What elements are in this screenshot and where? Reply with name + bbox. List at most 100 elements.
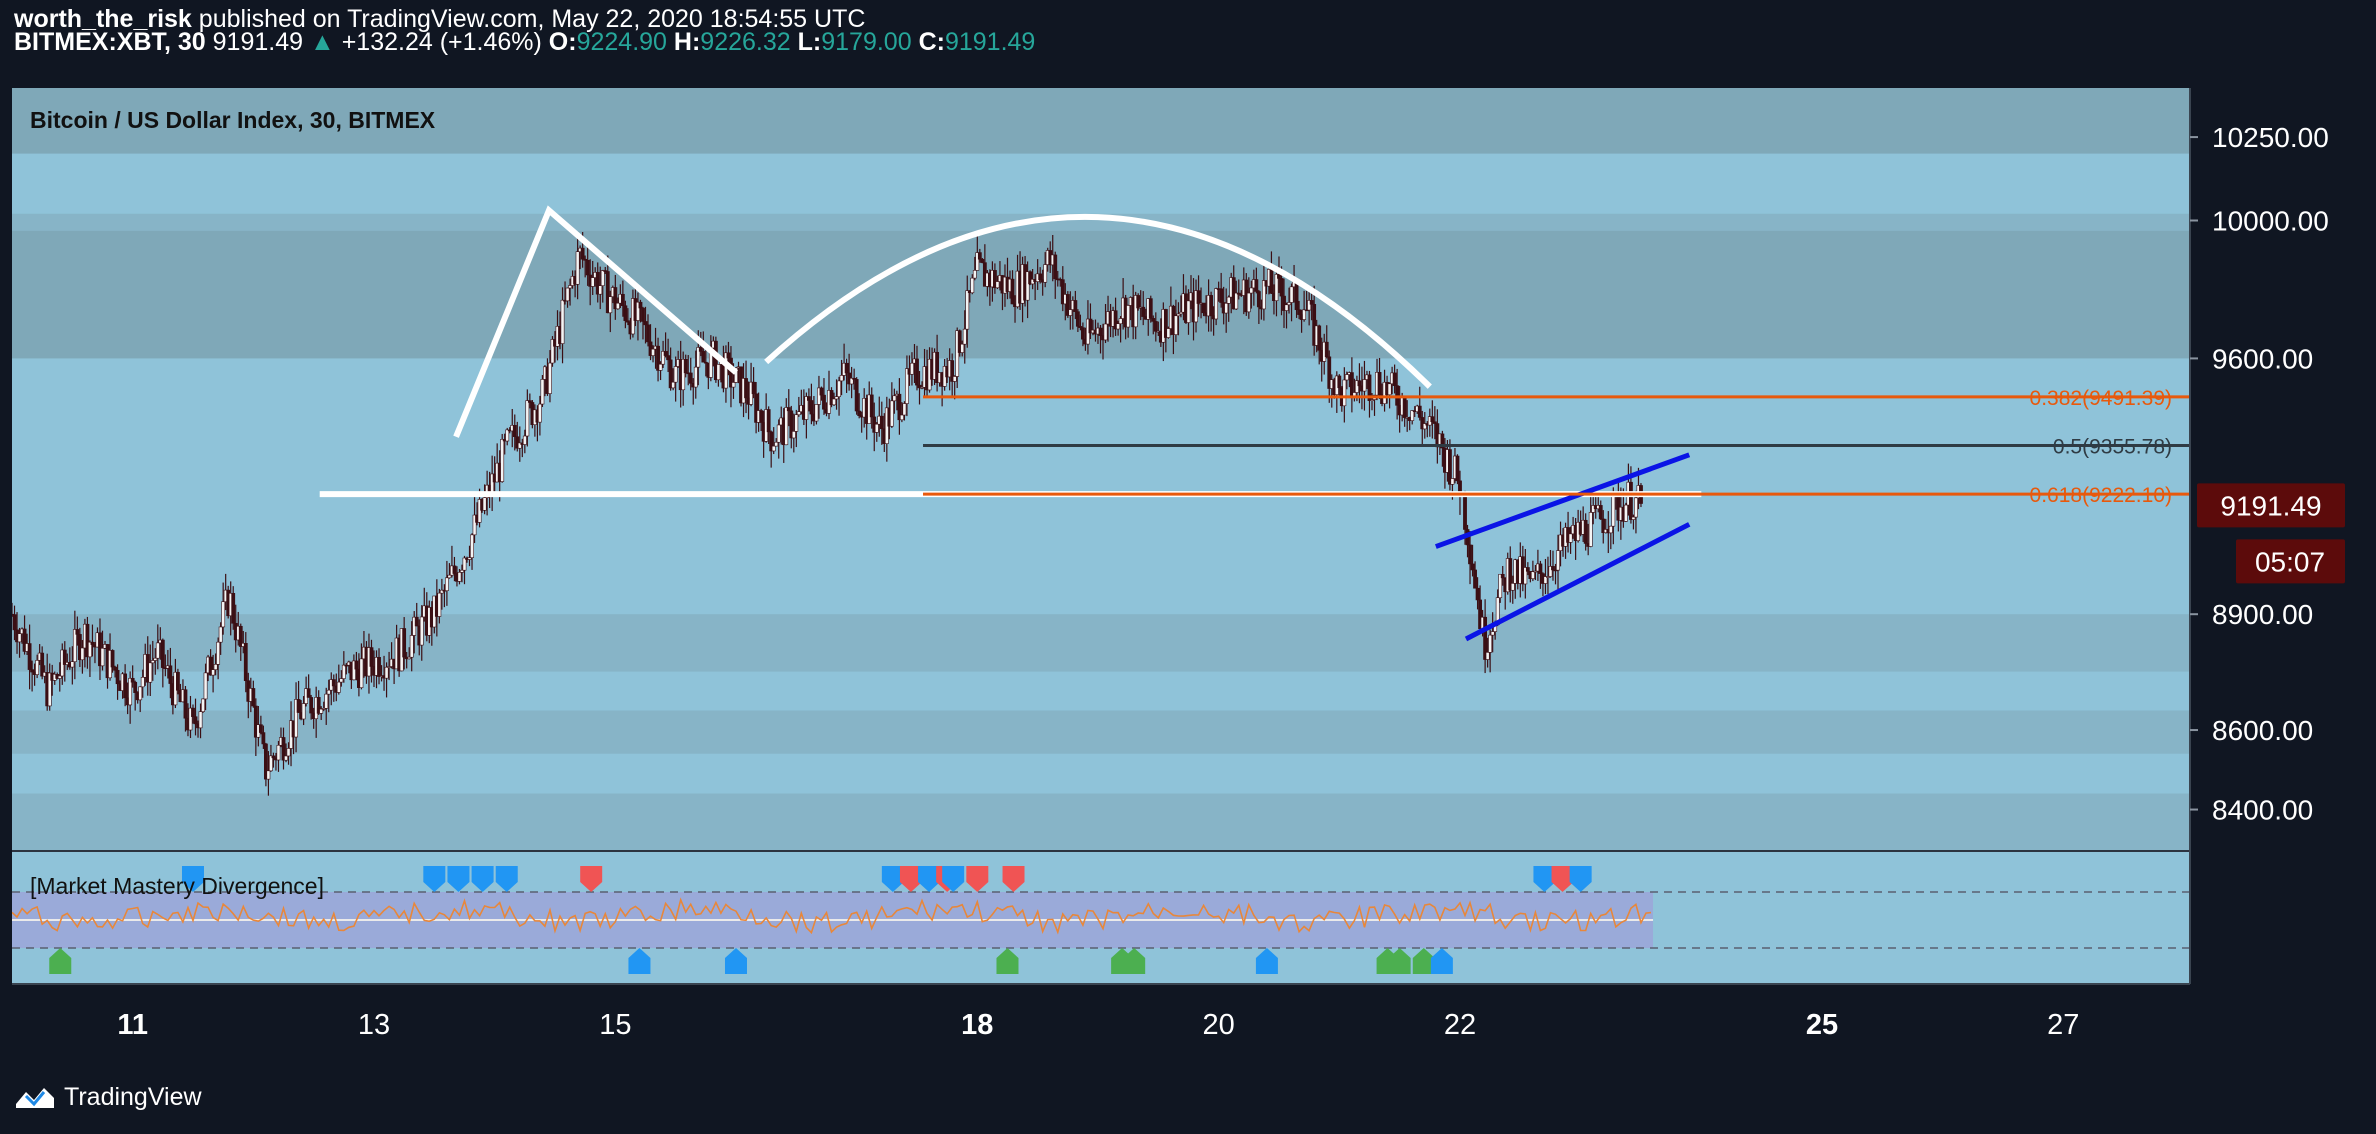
candle-body <box>754 393 758 423</box>
tradingview-icon <box>16 1088 54 1108</box>
candle-body <box>150 660 155 664</box>
candle-body <box>595 272 600 295</box>
candle-body <box>819 387 824 396</box>
candle-body <box>605 271 610 314</box>
candle-body <box>1065 294 1070 316</box>
x-tick-label: 15 <box>599 1009 631 1041</box>
candle-body <box>698 347 703 352</box>
candle-body <box>505 429 510 442</box>
price-band <box>12 88 2190 154</box>
candle-body <box>477 499 482 523</box>
candle-body <box>1598 505 1603 520</box>
candle-body <box>354 660 359 670</box>
candle-body <box>796 411 801 416</box>
rounded-top-curve[interactable] <box>764 213 1432 389</box>
candle-body <box>548 362 552 394</box>
blue-marker <box>471 866 494 892</box>
candle-body <box>580 247 585 260</box>
candle-body <box>1402 397 1407 418</box>
fib-level-label: 0.5(9355.78) <box>2053 435 2172 458</box>
candle-body <box>673 366 678 383</box>
candle-body <box>568 285 572 289</box>
candle-body <box>321 708 326 710</box>
candle-body <box>1174 315 1178 335</box>
candle-body <box>1116 323 1120 330</box>
candle-body <box>696 347 701 368</box>
candle-body <box>123 673 128 699</box>
candle-body <box>1475 587 1480 601</box>
candle-body <box>1209 295 1214 316</box>
candle-body <box>590 277 595 287</box>
candle-body <box>203 672 208 700</box>
candle-body <box>892 395 897 402</box>
candle-body <box>62 649 67 665</box>
candle-body <box>110 650 115 668</box>
low-value: 9179.00 <box>821 28 912 56</box>
candle-body <box>1166 328 1171 338</box>
left-shoulder-line[interactable] <box>453 205 738 438</box>
candle-body <box>412 616 417 636</box>
y-tick-label: 8900.00 <box>2212 599 2313 630</box>
candle-body <box>857 410 862 417</box>
candle-body <box>1053 254 1058 280</box>
candle-body <box>90 641 95 645</box>
candle-body <box>231 592 236 624</box>
tradingview-logo[interactable]: TradingView <box>14 1078 202 1116</box>
candle-body <box>261 732 266 745</box>
wedge-lower-line[interactable] <box>1464 522 1691 642</box>
candle-body <box>1357 380 1362 387</box>
candle-body <box>500 439 505 482</box>
candle-body <box>128 677 133 706</box>
candle-body <box>1214 288 1219 320</box>
candle-body <box>1234 292 1239 310</box>
candle-body <box>1151 318 1156 322</box>
time-axis[interactable] <box>0 984 2376 1058</box>
candle-body <box>1309 300 1314 305</box>
candle-body <box>1551 566 1555 571</box>
blue-marker <box>447 866 470 892</box>
candle-body <box>962 328 967 345</box>
candle-body <box>1525 567 1530 572</box>
candle-body <box>560 299 565 344</box>
candle-body <box>809 400 814 415</box>
candle-body <box>517 442 522 449</box>
candle-body <box>286 748 291 757</box>
candle-body <box>1498 573 1503 599</box>
candle-body <box>1410 410 1415 421</box>
candle-body <box>1588 512 1593 547</box>
candle-body <box>40 652 45 677</box>
candle-body <box>1611 492 1616 527</box>
candle-body <box>1163 309 1168 338</box>
green-marker <box>996 948 1019 974</box>
candle-body <box>1450 478 1455 485</box>
candle-body <box>993 270 997 289</box>
price-axis[interactable] <box>2190 88 2376 984</box>
candle-body <box>522 435 527 445</box>
candle-body <box>266 770 271 780</box>
candle-body <box>512 425 517 437</box>
candle-body <box>829 390 834 406</box>
candle-body <box>211 669 216 676</box>
candle-body <box>1060 279 1065 305</box>
candle-body <box>668 359 673 389</box>
candle-body <box>975 252 980 271</box>
candle-body <box>822 394 826 410</box>
candle-body <box>113 666 117 671</box>
candle-body <box>1548 566 1553 577</box>
blue-marker <box>1533 866 1556 892</box>
candle-body <box>30 669 35 673</box>
candle-body <box>1118 318 1123 325</box>
wedge-upper-line[interactable] <box>1434 452 1691 549</box>
x-tick-label: 13 <box>358 1009 390 1041</box>
candle-body <box>462 557 467 571</box>
candle-body <box>713 340 718 381</box>
x-tick-label: 18 <box>961 1009 993 1041</box>
red-marker <box>1002 866 1025 892</box>
candle-body <box>995 281 1000 289</box>
candle-body <box>1634 497 1638 518</box>
candle-body <box>331 679 336 687</box>
candle-body <box>1294 281 1299 311</box>
publisher-name[interactable]: worth_the_risk <box>14 5 192 33</box>
y-tick-label: 10000.00 <box>2212 206 2329 237</box>
